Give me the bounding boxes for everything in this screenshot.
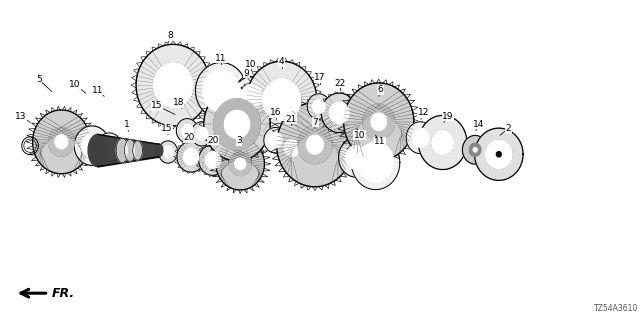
Polygon shape [181,124,193,137]
Polygon shape [176,119,198,143]
Text: 19: 19 [442,112,454,121]
Text: 15: 15 [161,124,173,133]
Polygon shape [474,128,523,180]
Polygon shape [497,152,501,157]
Polygon shape [330,102,349,124]
Polygon shape [371,113,387,130]
Text: 3: 3 [236,136,242,145]
Text: 17: 17 [314,73,326,82]
Polygon shape [55,135,68,149]
Polygon shape [357,142,394,183]
Polygon shape [196,127,208,140]
Text: FR.: FR. [52,287,75,300]
Polygon shape [307,94,330,119]
Polygon shape [159,141,177,163]
Text: 15: 15 [152,101,163,110]
Text: 14: 14 [473,120,484,129]
Polygon shape [312,100,325,114]
Polygon shape [339,138,374,177]
Polygon shape [88,134,108,166]
Text: 10: 10 [69,80,81,89]
Text: 11: 11 [215,53,227,62]
Text: 16: 16 [269,108,281,117]
Polygon shape [191,122,212,146]
Text: 7: 7 [313,118,319,127]
Polygon shape [229,152,251,176]
Text: 11: 11 [374,137,385,146]
Polygon shape [49,127,74,156]
Text: 20: 20 [184,133,195,142]
Text: 6: 6 [378,85,383,94]
Polygon shape [473,148,477,152]
Polygon shape [198,145,227,175]
Polygon shape [406,122,435,154]
Polygon shape [100,137,119,158]
Polygon shape [183,148,199,165]
Polygon shape [363,104,394,139]
Polygon shape [278,132,306,163]
Polygon shape [234,76,269,116]
Text: 10: 10 [245,60,257,69]
Polygon shape [351,135,400,190]
Polygon shape [125,140,136,161]
Text: 5: 5 [36,75,42,84]
Polygon shape [241,84,262,108]
Polygon shape [321,93,357,132]
Polygon shape [116,138,129,163]
Polygon shape [33,110,90,174]
Text: 8: 8 [167,31,173,40]
Polygon shape [235,158,246,170]
Polygon shape [486,140,512,169]
Text: 20: 20 [207,136,218,145]
Polygon shape [264,127,287,153]
Polygon shape [432,130,454,155]
Polygon shape [307,135,323,154]
Polygon shape [214,99,260,150]
Polygon shape [419,116,467,170]
Polygon shape [216,138,264,190]
Polygon shape [132,141,143,160]
Text: 10: 10 [354,131,365,140]
Polygon shape [81,134,103,157]
Polygon shape [97,133,122,162]
Polygon shape [136,44,210,126]
Text: 13: 13 [15,112,27,121]
Text: 12: 12 [418,108,429,117]
Polygon shape [163,146,173,158]
Polygon shape [202,69,240,112]
Polygon shape [204,88,270,161]
Text: 18: 18 [172,98,184,107]
Polygon shape [344,83,414,161]
Polygon shape [195,62,246,119]
Polygon shape [412,128,429,147]
Polygon shape [469,143,481,156]
Text: 21: 21 [285,115,297,124]
Text: 1: 1 [124,120,130,130]
Text: 4: 4 [279,57,285,66]
Polygon shape [225,110,250,138]
Polygon shape [298,126,332,164]
Text: TZ54A3610: TZ54A3610 [594,304,638,313]
Text: 22: 22 [335,79,346,88]
Polygon shape [177,141,205,172]
Text: 11: 11 [92,86,104,95]
Polygon shape [246,61,317,138]
Polygon shape [268,132,282,148]
Polygon shape [156,144,163,157]
Polygon shape [276,103,353,187]
Polygon shape [153,63,193,108]
Polygon shape [205,152,220,168]
Polygon shape [284,140,300,156]
Polygon shape [463,135,488,164]
Polygon shape [262,78,301,121]
Polygon shape [74,126,110,165]
Text: 2: 2 [506,124,511,133]
Polygon shape [346,146,367,169]
Text: 9: 9 [244,69,250,78]
